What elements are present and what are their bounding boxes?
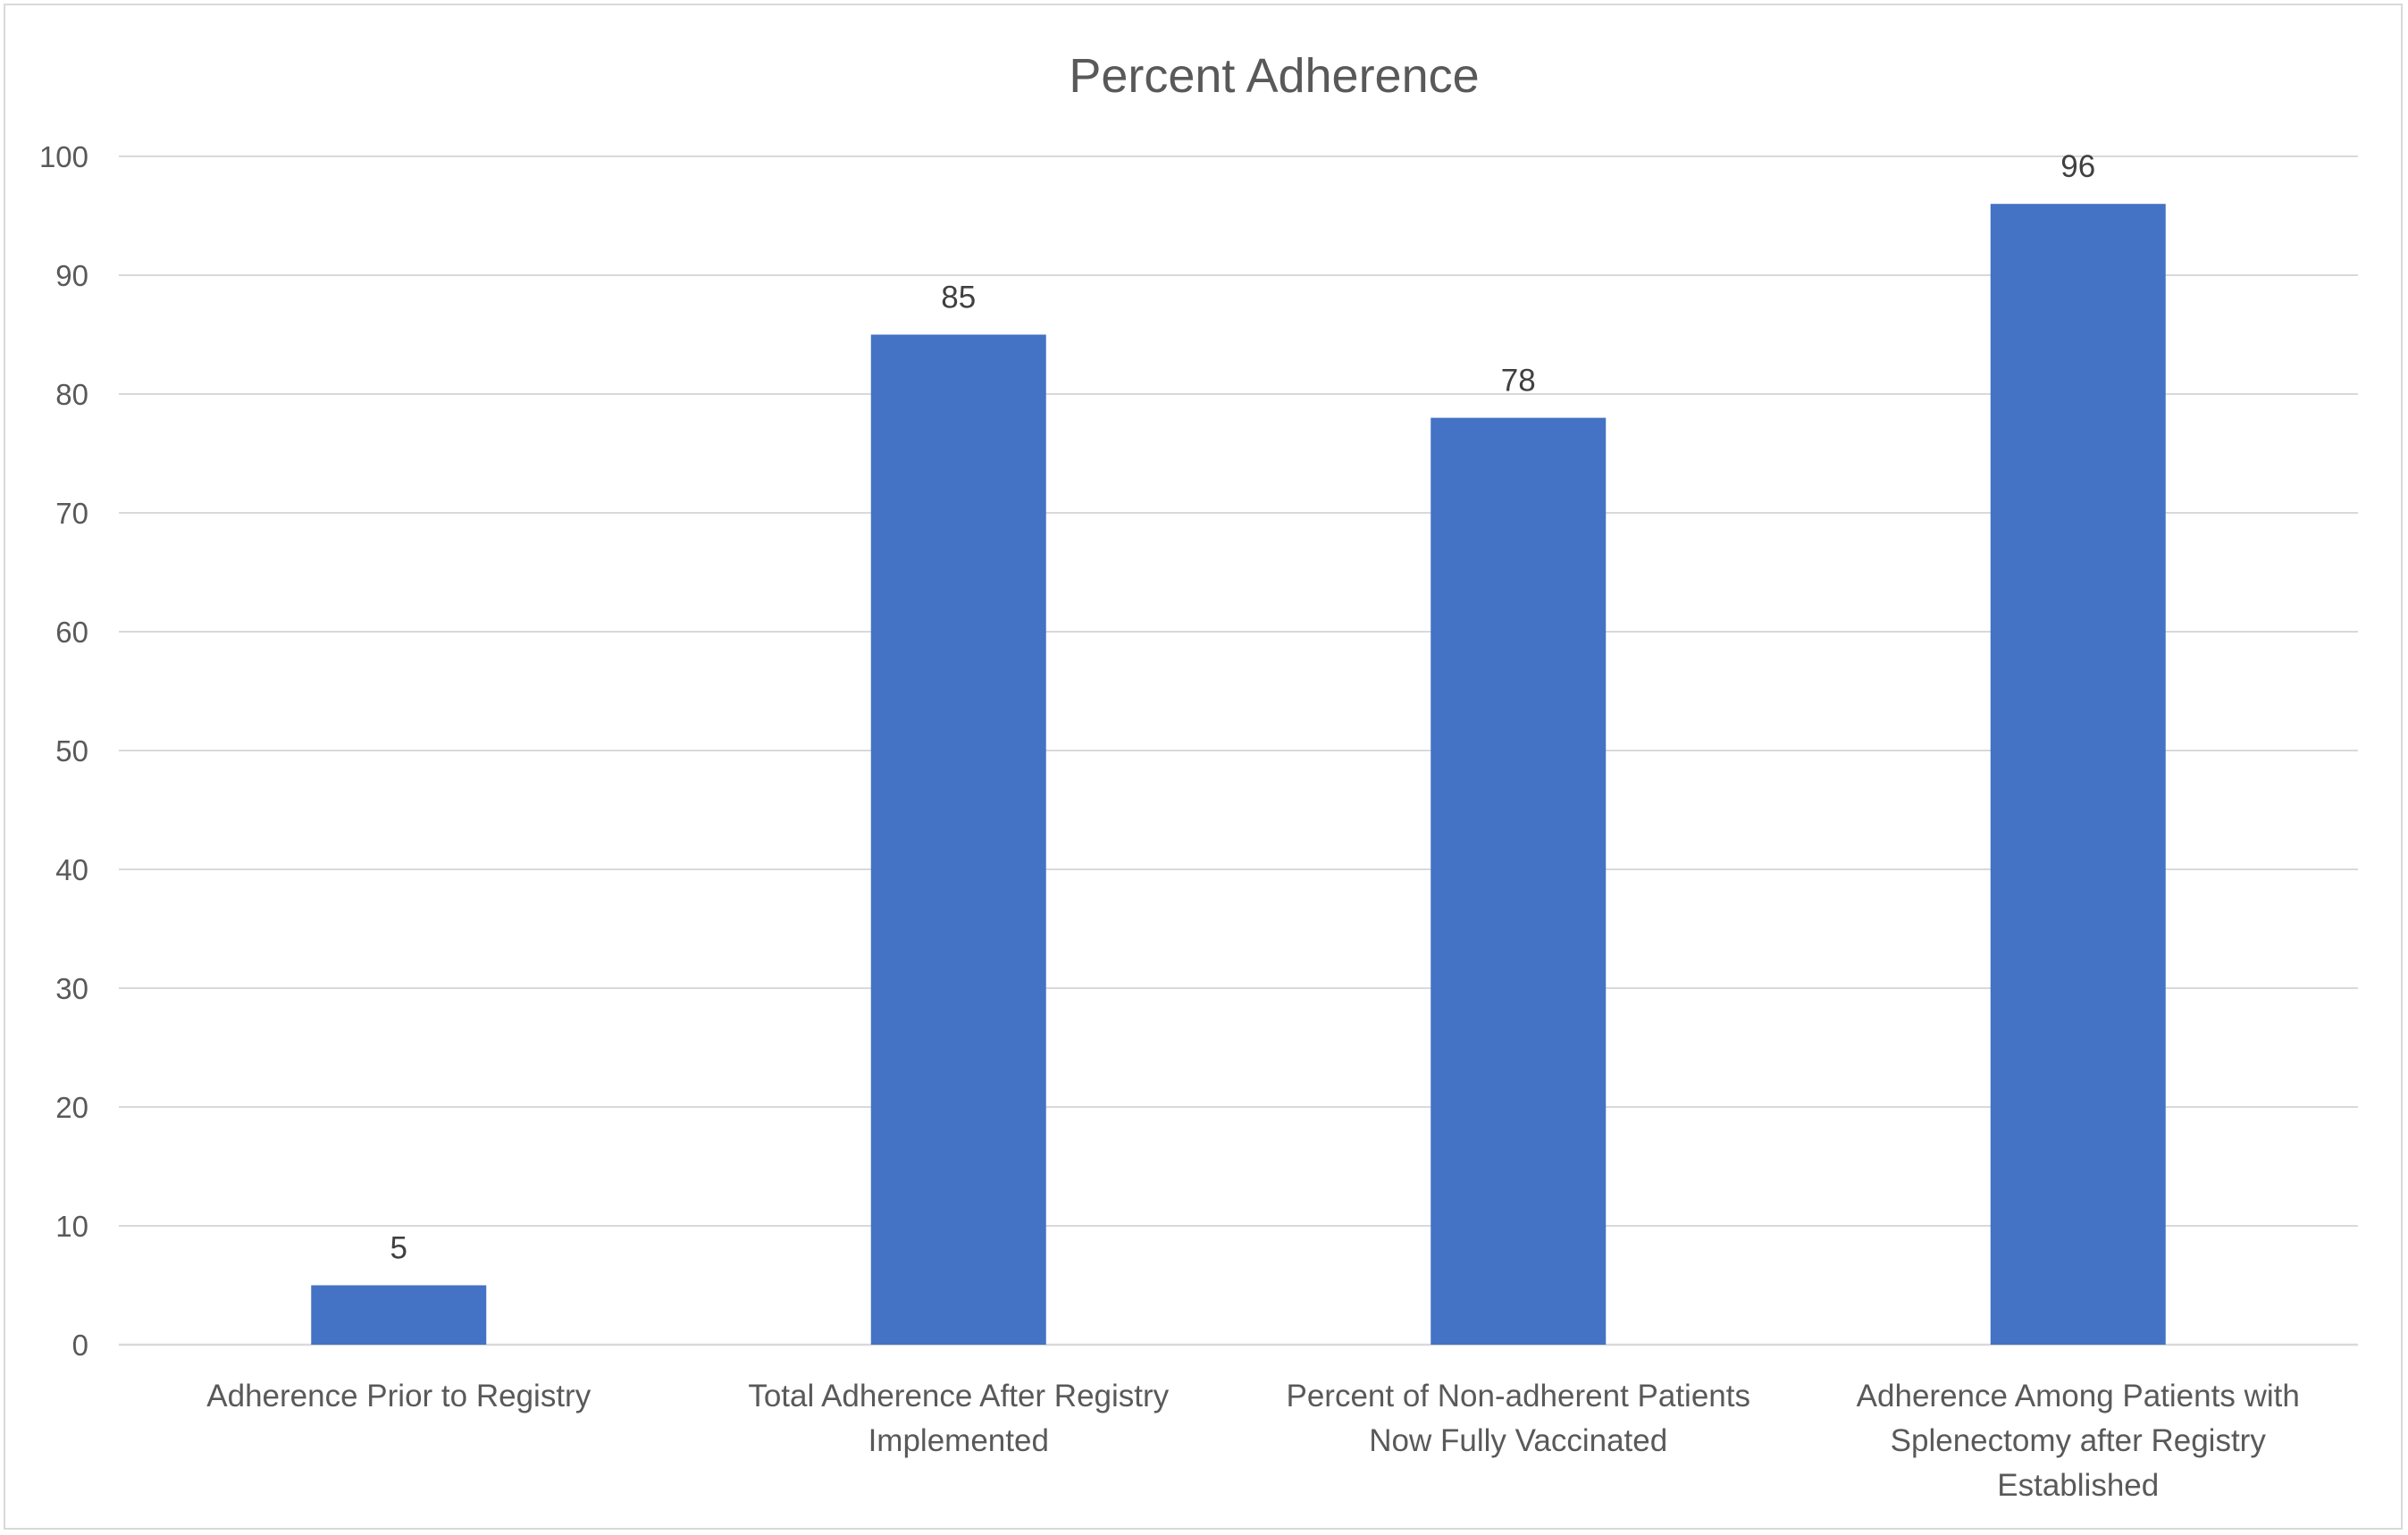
y-tick-label: 40 [55, 853, 88, 886]
y-axis-tick-labels: 0 10 20 30 40 50 60 70 80 90 100 [39, 140, 88, 1362]
category-label: Percent of Non-adherent Patients Now Full… [1287, 1379, 1750, 1458]
category-label-line: Total Adherence After Registry [748, 1379, 1169, 1413]
y-tick-label: 90 [55, 259, 88, 292]
category-label-line: Established [1997, 1468, 2159, 1503]
bar-chart: Percent Adherence 0 10 20 30 40 50 60 70 80 90 100… [39, 49, 2358, 1503]
data-label: 78 [1501, 364, 1536, 398]
data-label: 96 [2060, 149, 2095, 184]
category-label: Adherence Among Patients with Splenectomy… [1857, 1379, 2300, 1503]
gridlines [119, 155, 2358, 1346]
y-tick-label: 100 [39, 140, 88, 173]
category-label-line: Adherence Prior to Registry [206, 1379, 591, 1413]
category-label-line: Now Fully Vaccinated [1369, 1423, 1667, 1458]
bar [1990, 204, 2166, 1346]
y-tick-label: 10 [55, 1210, 88, 1243]
category-label-line: Implemented [868, 1423, 1049, 1458]
chart-title: Percent Adherence [1069, 49, 1479, 103]
data-label: 5 [390, 1231, 407, 1266]
category-label: Adherence Prior to Registry [206, 1379, 591, 1413]
y-tick-label: 80 [55, 378, 88, 411]
y-tick-label: 0 [72, 1329, 88, 1362]
y-tick-label: 20 [55, 1091, 88, 1124]
category-label-line: Splenectomy after Registry [1891, 1423, 2267, 1458]
y-tick-label: 50 [55, 734, 88, 768]
data-label: 85 [941, 281, 976, 315]
category-label: Total Adherence After Registry Implemente… [748, 1379, 1169, 1458]
y-tick-label: 60 [55, 616, 88, 649]
category-label-line: Percent of Non-adherent Patients [1287, 1379, 1750, 1413]
x-axis-category-labels: Adherence Prior to Registry Total Adheren… [206, 1379, 2300, 1503]
bar [1431, 417, 1607, 1346]
bars [311, 204, 2166, 1346]
chart-frame: Percent Adherence 0 10 20 30 40 50 60 70 80 90 100… [4, 4, 2403, 1530]
data-labels: 5 85 78 96 [390, 149, 2096, 1265]
y-tick-label: 30 [55, 972, 88, 1005]
bar [311, 1285, 487, 1345]
bar [870, 334, 1046, 1345]
category-label-line: Adherence Among Patients with [1857, 1379, 2300, 1413]
y-tick-label: 70 [55, 497, 88, 530]
